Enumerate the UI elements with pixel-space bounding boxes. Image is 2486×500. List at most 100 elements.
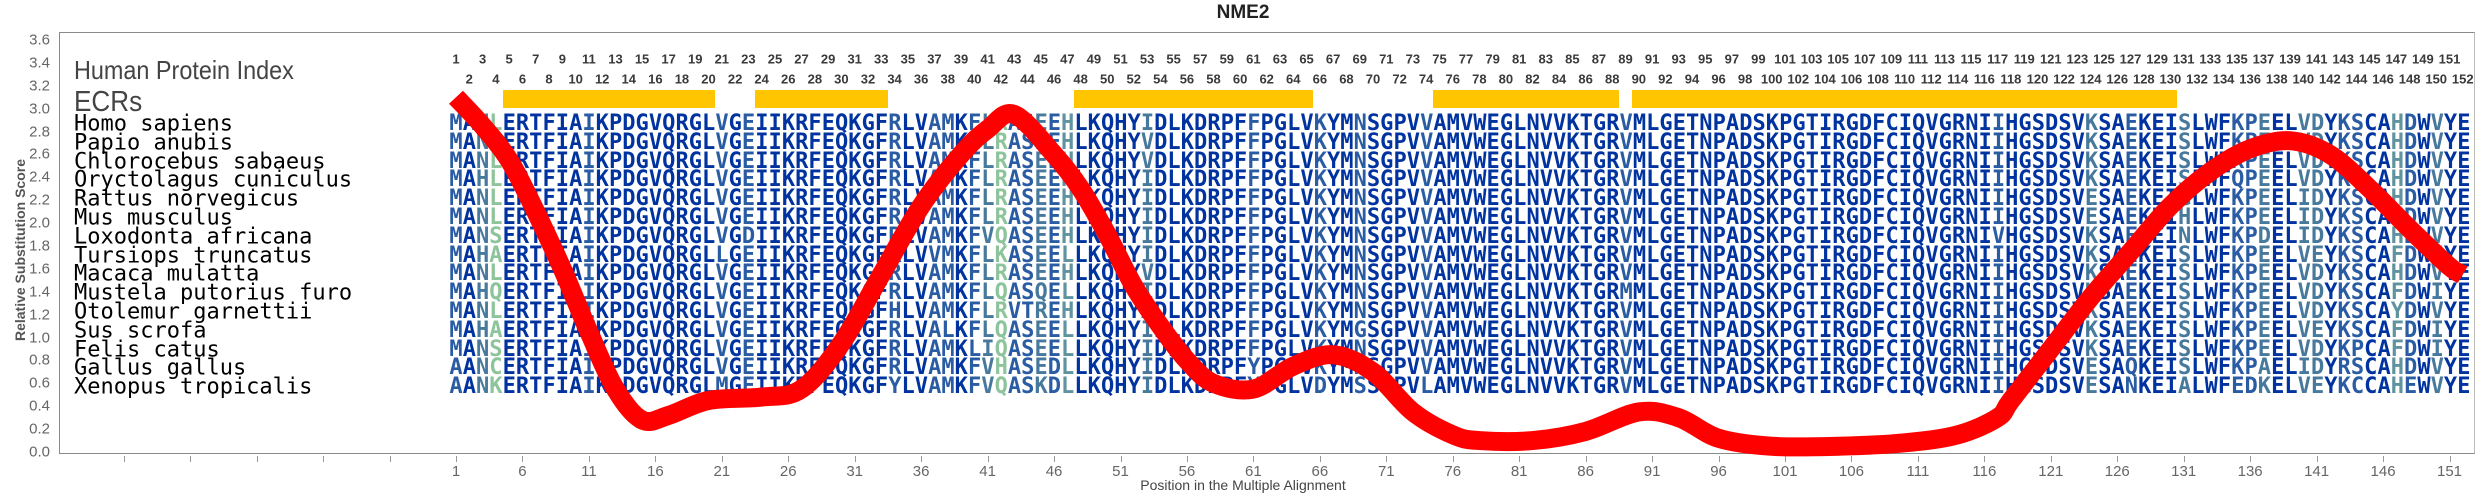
- index-number: 125: [2093, 51, 2115, 67]
- residue: E: [2404, 374, 2418, 400]
- index-number: 140: [2292, 71, 2315, 87]
- index-number: 16: [648, 71, 663, 87]
- index-number: 6: [518, 71, 527, 87]
- chart-title: NME2: [1216, 2, 1270, 23]
- index-number: 69: [1352, 51, 1367, 67]
- x-tick-label: 26: [779, 463, 797, 480]
- species-label: Rattus norvegicus: [74, 186, 300, 212]
- index-number: 151: [2438, 51, 2461, 67]
- residue: D: [1739, 374, 1753, 400]
- index-number: 141: [2305, 51, 2328, 67]
- x-tick-label: 151: [2436, 463, 2463, 480]
- index-number: 45: [1033, 51, 1048, 67]
- index-number: 149: [2412, 51, 2434, 67]
- y-tick-label: 1.0: [29, 329, 50, 347]
- index-number: 34: [887, 71, 902, 87]
- x-tick-label: 1: [451, 463, 461, 480]
- index-number: 79: [1485, 51, 1500, 67]
- index-number: 85: [1565, 51, 1580, 67]
- species-label: Loxodonta africana: [74, 224, 313, 250]
- index-number: 95: [1698, 51, 1713, 67]
- index-number: 22: [727, 71, 743, 87]
- residue: F: [808, 374, 822, 400]
- x-tick-mark: [721, 456, 723, 462]
- residue: P: [1712, 374, 1726, 400]
- index-number: 7: [532, 51, 540, 67]
- index-number: 50: [1099, 71, 1115, 87]
- index-number: 113: [1933, 51, 1955, 67]
- residue: L: [1646, 374, 1660, 400]
- residue: N: [1699, 374, 1713, 400]
- residue: V: [914, 374, 929, 400]
- residue: D: [1194, 374, 1208, 400]
- ecr-bar: [1432, 90, 1619, 108]
- index-number: 131: [2172, 51, 2195, 67]
- index-number: 146: [2372, 71, 2394, 87]
- x-tick-label: 11: [581, 463, 597, 480]
- x-tick-mark: [2250, 456, 2252, 462]
- y-tick-label: 0.6: [29, 374, 50, 392]
- index-number: 11: [582, 51, 596, 67]
- x-tick-label: 81: [1510, 463, 1528, 480]
- index-number: 112: [1920, 71, 1942, 87]
- index-number: 137: [2252, 51, 2275, 67]
- index-number: 5: [505, 51, 513, 67]
- residue: P: [1220, 374, 1234, 400]
- residue: W: [2417, 374, 2431, 400]
- x-tick-label: 56: [1178, 463, 1196, 480]
- residue: R: [1951, 374, 1966, 400]
- index-number: 98: [1737, 71, 1753, 87]
- species-label: Chlorocebus sabaeus: [74, 149, 326, 175]
- index-number: 23: [741, 51, 756, 67]
- index-number: 64: [1286, 71, 1301, 87]
- x-tick-mark: [1186, 456, 1188, 462]
- residue: K: [1034, 374, 1048, 400]
- index-number: 110: [1894, 71, 1916, 87]
- ecr-bar: [1632, 90, 2177, 108]
- x-tick-mark: [2117, 456, 2119, 462]
- residue: R: [515, 374, 530, 400]
- index-number: 119: [2013, 51, 2035, 67]
- residue: K: [1765, 374, 1780, 400]
- residue: E: [741, 374, 756, 400]
- residue: P: [1260, 374, 1274, 400]
- index-number: 120: [2026, 71, 2049, 87]
- residue: E: [2231, 374, 2245, 400]
- ecr-bar: [502, 90, 716, 108]
- residue: V: [1553, 374, 1567, 400]
- residue: H: [1114, 374, 1128, 400]
- index-number: 109: [1880, 51, 1903, 67]
- x-tick-label: 131: [2171, 463, 2197, 480]
- index-number: 108: [1867, 71, 1889, 87]
- residue: I: [555, 374, 570, 400]
- index-number: 54: [1153, 71, 1168, 87]
- x-tick-mark: [1585, 456, 1587, 462]
- x-tick-mark: [1851, 456, 1853, 462]
- index-number: 101: [1774, 51, 1796, 67]
- y-tick-label: 1.4: [29, 283, 50, 301]
- ecrs-label: ECRs: [74, 86, 143, 118]
- y-tick-label: 0.4: [29, 397, 50, 415]
- index-number: 62: [1259, 71, 1274, 87]
- y-tick-label: 2.8: [29, 123, 50, 141]
- residue: I: [2164, 374, 2178, 400]
- residue: P: [1779, 374, 1793, 400]
- residue: D: [1858, 374, 1873, 400]
- x-tick-mark: [1984, 456, 1986, 462]
- index-number: 67: [1325, 51, 1341, 67]
- x-tick-label: 51: [1112, 463, 1129, 480]
- residue: S: [1752, 374, 1766, 400]
- index-number: 68: [1339, 71, 1354, 87]
- residue: E: [2151, 374, 2165, 400]
- x-tick-mark: [987, 456, 989, 462]
- index-number: 48: [1073, 71, 1088, 87]
- y-tick-label: 0.0: [29, 443, 50, 461]
- residue: I: [1140, 374, 1155, 400]
- x-tick-mark: [854, 456, 856, 462]
- residue: A: [1725, 374, 1740, 400]
- x-tick-mark: [2383, 456, 2385, 462]
- residue: M: [1340, 374, 1354, 400]
- index-number: 83: [1538, 51, 1553, 67]
- residue: K: [848, 374, 862, 400]
- human-protein-index-label: Human Protein Index: [74, 55, 294, 85]
